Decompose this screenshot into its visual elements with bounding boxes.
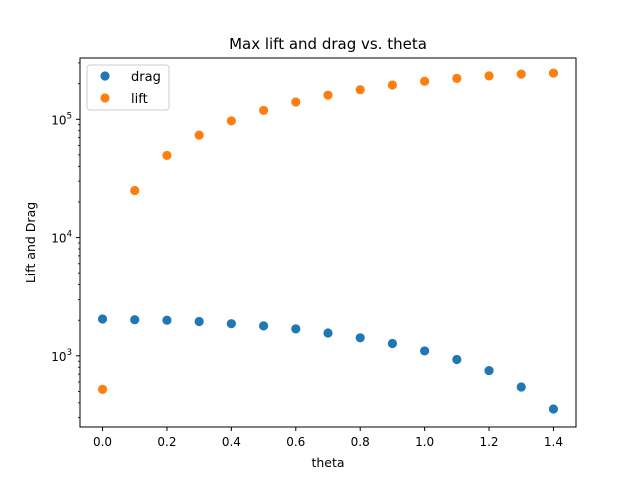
legend-label-lift: lift [131, 92, 148, 107]
lift-point [355, 85, 365, 95]
drag-point [162, 315, 172, 325]
y-tick-label-exponent: 4 [67, 230, 72, 240]
drag-point [226, 319, 236, 329]
lift-point [452, 73, 462, 83]
x-tick-label: 1.0 [415, 435, 434, 449]
drag-point [355, 333, 365, 343]
x-tick-label: 0.4 [222, 435, 241, 449]
x-tick-label: 0.0 [93, 435, 112, 449]
lift-point [97, 384, 108, 394]
x-axis-label: theta [311, 455, 344, 470]
lift-point [323, 90, 333, 100]
drag-point [323, 328, 333, 338]
lift-point [291, 97, 301, 107]
x-axis: 0.0 0.2 0.4 0.6 0.8 1.0 1.2 1.4 [93, 427, 563, 449]
drag-point [387, 338, 398, 349]
drag-point [130, 315, 140, 325]
data-marks [97, 68, 559, 414]
y-axis-label: Lift and Drag [23, 202, 38, 283]
lift-point [130, 185, 140, 196]
y-tick-label-exponent: 3 [67, 348, 72, 358]
legend-marker-lift [100, 93, 110, 103]
lift-point [420, 76, 430, 86]
y-tick-label: 105 [51, 111, 72, 127]
drag-point [516, 382, 526, 392]
legend-marker-drag [100, 71, 110, 81]
x-tick-label: 0.2 [157, 435, 176, 449]
y-tick-label: 104 [51, 230, 72, 246]
lift-point [548, 68, 559, 78]
drag-point [420, 346, 430, 356]
drag-point [97, 314, 108, 324]
legend: drag lift [86, 64, 170, 111]
drag-point [452, 354, 462, 365]
x-tick-label: 1.4 [544, 435, 563, 449]
x-tick-label: 0.8 [351, 435, 370, 449]
y-tick-label-base: 10 [51, 232, 66, 246]
drag-point [548, 404, 559, 414]
x-tick-label: 1.2 [479, 435, 498, 449]
lift-point [226, 116, 236, 126]
legend-label-drag: drag [131, 70, 161, 85]
lift-point [516, 69, 526, 79]
y-tick-label-base: 10 [51, 113, 66, 127]
drag-point [291, 324, 301, 334]
drag-point [194, 316, 204, 327]
y-tick-label-exponent: 5 [67, 111, 72, 121]
y-tick-label-base: 10 [51, 350, 66, 364]
drag-point [258, 321, 269, 331]
y-tick-label: 103 [51, 348, 72, 364]
x-tick-label: 0.6 [286, 435, 305, 449]
lift-point [258, 105, 269, 115]
drag-point [484, 365, 494, 376]
lift-point [194, 130, 204, 140]
chart-title: Max lift and drag vs. theta [229, 35, 427, 53]
lift-point [484, 71, 494, 81]
plot-frame [79, 57, 577, 428]
lift-point [387, 80, 398, 90]
lift-point [162, 150, 172, 161]
